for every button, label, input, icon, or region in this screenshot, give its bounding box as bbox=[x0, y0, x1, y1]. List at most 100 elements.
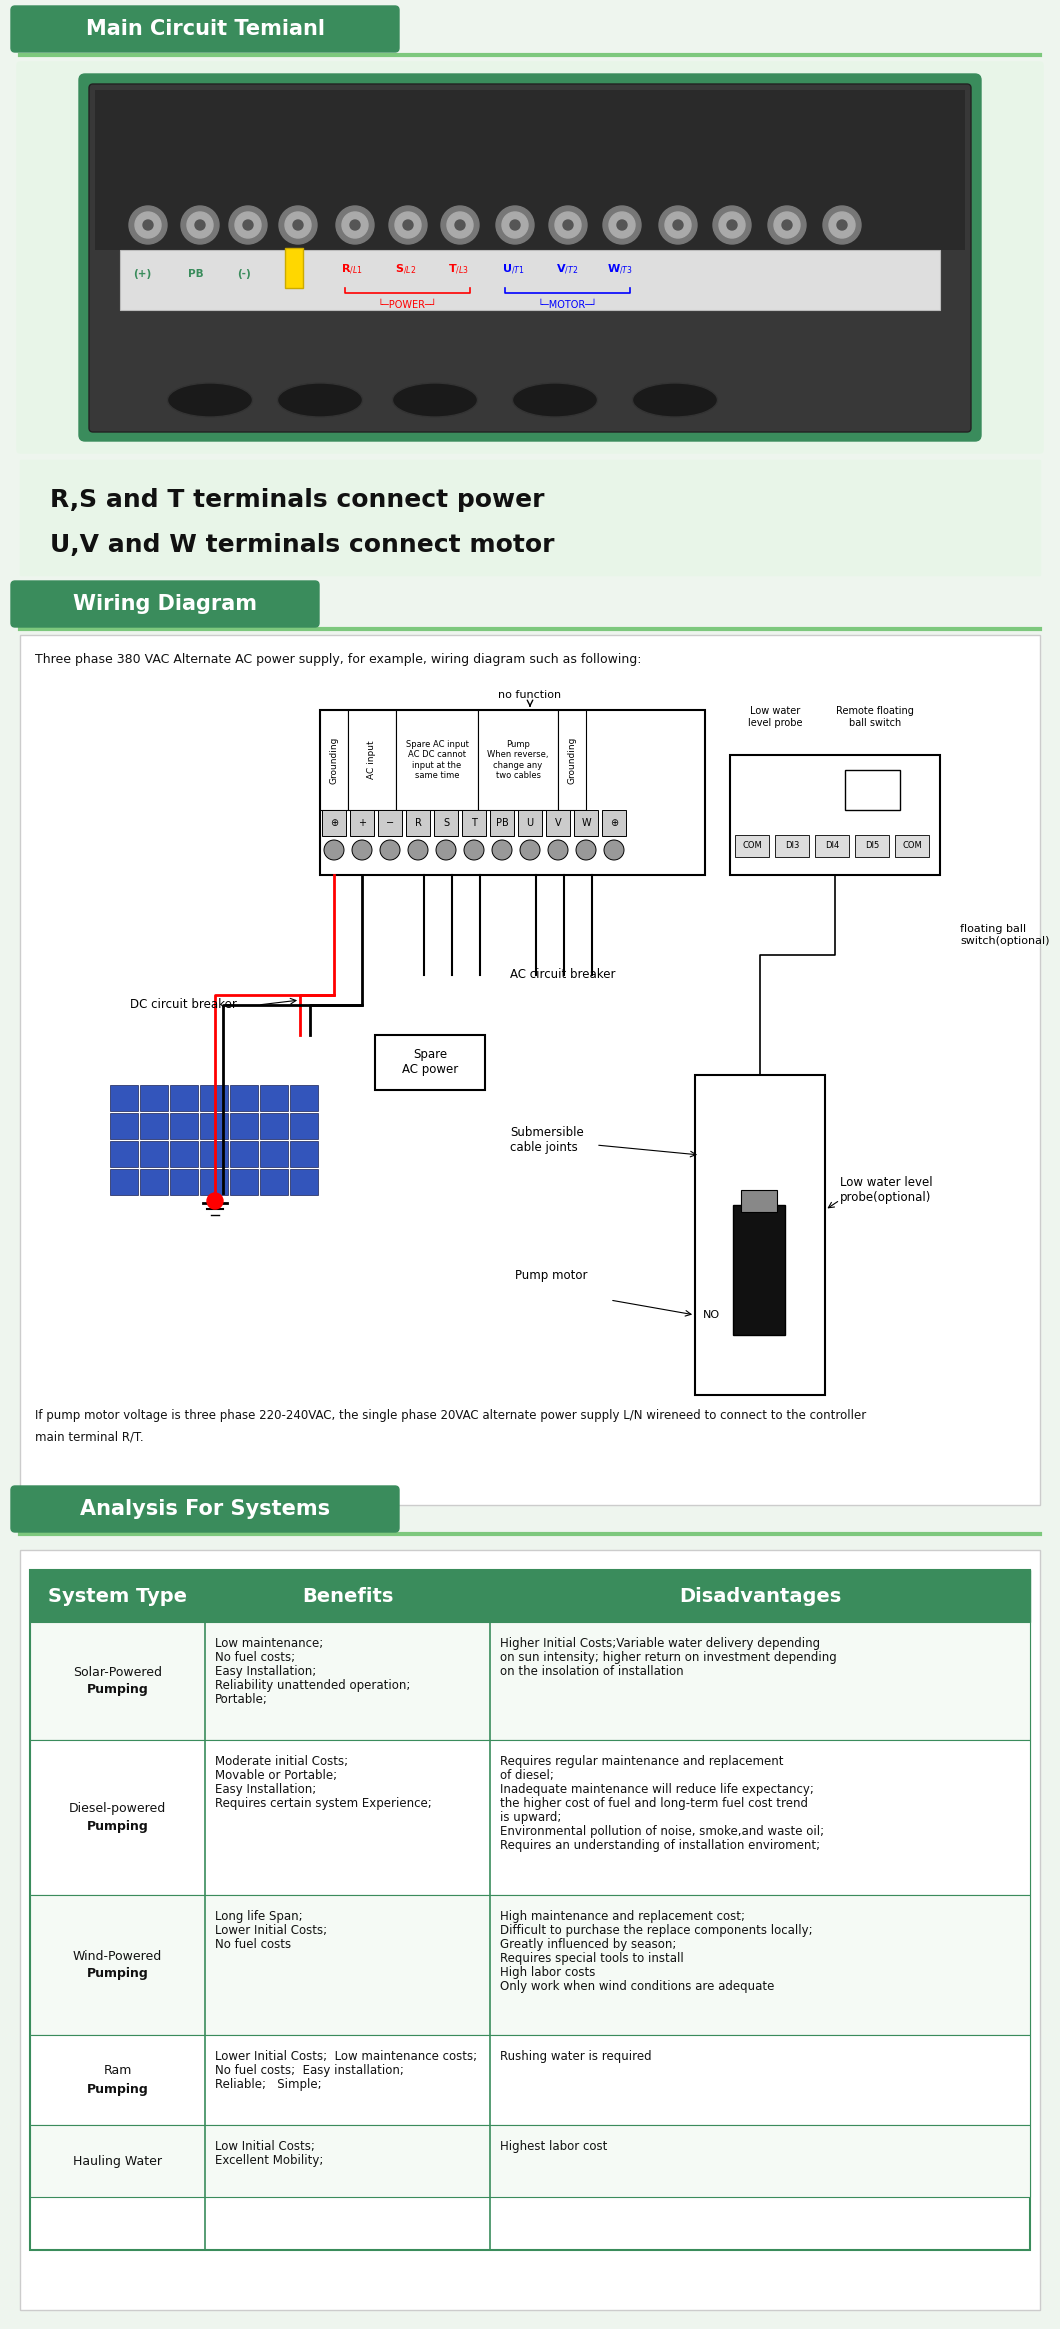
Circle shape bbox=[604, 841, 624, 859]
Ellipse shape bbox=[512, 382, 598, 417]
Circle shape bbox=[243, 219, 253, 231]
Bar bbox=[322, 810, 346, 836]
Text: PB: PB bbox=[189, 270, 204, 279]
Ellipse shape bbox=[167, 382, 252, 417]
Text: └─MOTOR─┘: └─MOTOR─┘ bbox=[537, 300, 597, 310]
Text: COM: COM bbox=[902, 841, 922, 850]
Text: AC circuit breaker: AC circuit breaker bbox=[510, 969, 616, 981]
Text: ⊕: ⊕ bbox=[330, 817, 338, 829]
Text: Remote floating
ball switch: Remote floating ball switch bbox=[836, 706, 914, 727]
Text: DI3: DI3 bbox=[784, 841, 799, 850]
Circle shape bbox=[617, 219, 628, 231]
Bar bbox=[855, 836, 889, 857]
Text: Greatly influenced by season;: Greatly influenced by season; bbox=[500, 1938, 676, 1952]
Text: DI4: DI4 bbox=[825, 841, 840, 850]
Bar bbox=[110, 1141, 138, 1167]
Bar bbox=[815, 836, 849, 857]
Text: Benefits: Benefits bbox=[302, 1586, 393, 1605]
Text: Requires an understanding of installation enviroment;: Requires an understanding of installatio… bbox=[500, 1840, 820, 1852]
Text: T$_{/L3}$: T$_{/L3}$ bbox=[447, 263, 469, 277]
Text: R,S and T terminals connect power: R,S and T terminals connect power bbox=[50, 489, 545, 512]
Text: DC circuit breaker: DC circuit breaker bbox=[130, 999, 236, 1011]
Text: No fuel costs: No fuel costs bbox=[215, 1938, 292, 1952]
Text: └─POWER─┘: └─POWER─┘ bbox=[377, 300, 437, 310]
Text: Pumping: Pumping bbox=[87, 1684, 148, 1696]
Bar bbox=[260, 1141, 288, 1167]
Bar bbox=[20, 461, 1040, 575]
Text: Rushing water is required: Rushing water is required bbox=[500, 2050, 652, 2063]
Circle shape bbox=[324, 841, 345, 859]
Text: Pumping: Pumping bbox=[87, 1968, 148, 1980]
Circle shape bbox=[129, 205, 167, 245]
Circle shape bbox=[837, 219, 847, 231]
Circle shape bbox=[441, 205, 479, 245]
Text: Diesel-powered: Diesel-powered bbox=[69, 1803, 166, 1814]
Bar bbox=[110, 1169, 138, 1195]
Text: No fuel costs;: No fuel costs; bbox=[215, 1651, 295, 1663]
Text: Spare AC input
AC DC cannot
input at the
same time: Spare AC input AC DC cannot input at the… bbox=[406, 741, 469, 780]
Text: PB: PB bbox=[496, 817, 509, 829]
Text: Low maintenance;: Low maintenance; bbox=[215, 1637, 323, 1649]
Text: Easy Installation;: Easy Installation; bbox=[215, 1665, 316, 1677]
Circle shape bbox=[235, 212, 261, 238]
Text: Grounding: Grounding bbox=[567, 736, 577, 783]
Circle shape bbox=[285, 212, 311, 238]
Bar bbox=[375, 1034, 485, 1090]
Ellipse shape bbox=[633, 382, 718, 417]
Circle shape bbox=[665, 212, 691, 238]
Bar bbox=[285, 247, 303, 289]
Text: Requires regular maintenance and replacement: Requires regular maintenance and replace… bbox=[500, 1756, 783, 1768]
Text: no function: no function bbox=[498, 689, 562, 701]
Circle shape bbox=[187, 212, 213, 238]
Bar bbox=[110, 1085, 138, 1111]
Circle shape bbox=[492, 841, 512, 859]
Bar bbox=[735, 836, 768, 857]
Circle shape bbox=[823, 205, 861, 245]
Bar bbox=[30, 2124, 1030, 2196]
Bar bbox=[30, 1570, 1030, 2250]
Circle shape bbox=[464, 841, 484, 859]
Text: W$_{/T3}$: W$_{/T3}$ bbox=[607, 263, 633, 277]
Text: Difficult to purchase the replace components locally;: Difficult to purchase the replace compon… bbox=[500, 1924, 813, 1938]
Bar bbox=[695, 1076, 825, 1395]
Bar bbox=[730, 755, 940, 876]
Circle shape bbox=[195, 219, 205, 231]
Bar bbox=[140, 1113, 167, 1139]
Text: S: S bbox=[443, 817, 449, 829]
Bar bbox=[20, 636, 1040, 1505]
Text: Main Circuit Temianl: Main Circuit Temianl bbox=[86, 19, 324, 40]
Text: the higher cost of fuel and long-term fuel cost trend: the higher cost of fuel and long-term fu… bbox=[500, 1798, 808, 1810]
Circle shape bbox=[447, 212, 473, 238]
Bar bbox=[396, 710, 478, 810]
Bar bbox=[462, 810, 485, 836]
Circle shape bbox=[342, 212, 368, 238]
Circle shape bbox=[395, 212, 421, 238]
Circle shape bbox=[549, 205, 587, 245]
Text: Inadequate maintenance will reduce life expectancy;: Inadequate maintenance will reduce life … bbox=[500, 1784, 814, 1796]
Text: Three phase 380 VAC Alternate AC power supply, for example, wiring diagram such : Three phase 380 VAC Alternate AC power s… bbox=[35, 654, 641, 666]
Text: U$_{/T1}$: U$_{/T1}$ bbox=[501, 263, 525, 277]
Circle shape bbox=[782, 219, 792, 231]
Text: Lower Initial Costs;: Lower Initial Costs; bbox=[215, 1924, 328, 1938]
Text: Pump motor: Pump motor bbox=[515, 1269, 587, 1281]
Text: Requires certain system Experience;: Requires certain system Experience; bbox=[215, 1798, 431, 1810]
Bar bbox=[348, 710, 396, 810]
Bar bbox=[140, 1141, 167, 1167]
Circle shape bbox=[520, 841, 540, 859]
Text: Only work when wind conditions are adequate: Only work when wind conditions are adequ… bbox=[500, 1980, 775, 1994]
Circle shape bbox=[502, 212, 528, 238]
Bar bbox=[290, 1141, 318, 1167]
Circle shape bbox=[279, 205, 317, 245]
Text: Ram: Ram bbox=[103, 2063, 131, 2077]
Bar bbox=[200, 1113, 228, 1139]
Circle shape bbox=[352, 841, 372, 859]
Text: main terminal R/T.: main terminal R/T. bbox=[35, 1430, 143, 1444]
Text: of diesel;: of diesel; bbox=[500, 1770, 554, 1782]
Bar bbox=[546, 810, 570, 836]
Bar bbox=[350, 810, 374, 836]
FancyBboxPatch shape bbox=[89, 84, 971, 431]
Circle shape bbox=[555, 212, 581, 238]
FancyBboxPatch shape bbox=[11, 1486, 399, 1532]
Circle shape bbox=[408, 841, 428, 859]
Bar bbox=[290, 1113, 318, 1139]
